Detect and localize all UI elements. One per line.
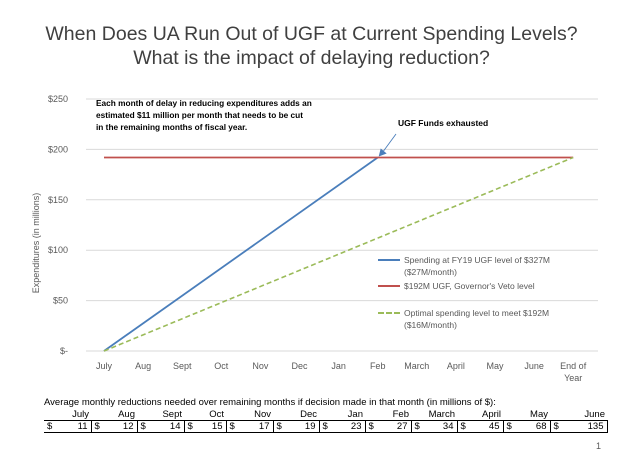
x-tick-label: Dec <box>291 361 308 371</box>
callout-line-2: estimated $11 million per month that nee… <box>96 110 304 120</box>
table-value-cell: 135 <box>569 420 608 433</box>
y-tick-label: $- <box>60 346 68 356</box>
reduction-table: July Aug Sept Oct Nov Dec Jan Feb March April May J… <box>44 409 608 433</box>
x-tick-label: Nov <box>252 361 269 371</box>
table-value-cell: 34 <box>429 420 458 433</box>
y-tick-label: $200 <box>48 144 68 154</box>
table-currency-cell: $ <box>44 420 63 433</box>
table-value-cell: 45 <box>475 420 504 433</box>
x-tick-label: June <box>524 361 544 371</box>
table-currency-cell: $ <box>226 420 245 433</box>
reduction-table-months-row: July Aug Sept Oct Nov Dec Jan Feb March April May J… <box>44 409 607 421</box>
x-tick-label: July <box>96 361 113 371</box>
table-value-cell: 17 <box>244 420 274 433</box>
delay-callout: Each month of delay in reducing expendit… <box>96 97 346 133</box>
legend-fy19-line-1: Spending at FY19 UGF level of $327M <box>404 255 550 265</box>
legend-swatch-red <box>378 285 400 287</box>
table-month-cell: Aug <box>91 409 137 421</box>
table-month-cell: Feb <box>365 409 411 421</box>
legend-optimal-line-1: Optimal spending level to meet $192M <box>404 308 550 318</box>
table-currency-cell: $ <box>457 420 476 433</box>
table-month-cell: June <box>550 409 607 421</box>
table-month-cell: Jan <box>319 409 365 421</box>
table-month-cell: Oct <box>184 409 226 421</box>
table-currency-cell: $ <box>137 420 156 433</box>
y-axis-label: Expenditures (in millions) <box>31 192 41 294</box>
table-currency-cell: $ <box>411 420 430 433</box>
table-currency-cell: $ <box>503 420 522 433</box>
x-tick-label: Aug <box>135 361 151 371</box>
table-value-cell: 12 <box>109 420 138 433</box>
x-tick-label: May <box>486 361 504 371</box>
y-tick-label: $150 <box>48 195 68 205</box>
table-value-cell: 11 <box>62 420 92 433</box>
title-line-2: What is the impact of delaying reduction… <box>133 47 490 69</box>
x-tick-label: Sept <box>173 361 192 371</box>
table-currency-cell: $ <box>550 420 570 433</box>
table-value-cell: 23 <box>337 420 366 433</box>
x-tick-label: End of <box>560 361 587 371</box>
legend-swatch-green <box>378 312 400 314</box>
table-month-cell: Sept <box>137 409 184 421</box>
series-line-optimal-spending <box>103 156 574 352</box>
table-value-cell: 15 <box>200 420 227 433</box>
page-number: 1 <box>596 441 602 451</box>
ugf-exhausted-label: UGF Funds exhausted <box>398 118 489 128</box>
callout-line-1: Each month of delay in reducing expendit… <box>96 98 312 108</box>
x-tick-label: Year <box>564 373 582 383</box>
legend-veto-line-1: $192M UGF, Governor's Veto level <box>404 281 535 291</box>
table-month-cell: Nov <box>226 409 273 421</box>
table-currency-cell: $ <box>184 420 201 433</box>
reduction-table-caption: Average monthly reductions needed over r… <box>44 397 496 408</box>
x-tick-label: April <box>447 361 465 371</box>
legend-fy19-line-2: ($27M/month) <box>404 267 457 277</box>
x-tick-label: Jan <box>331 361 346 371</box>
x-tick-label: Feb <box>370 361 386 371</box>
table-month-cell: May <box>503 409 550 421</box>
x-tick-label: March <box>404 361 429 371</box>
legend-optimal-line-2: ($16M/month) <box>404 320 457 330</box>
callout-line-3: in the remaining months of fiscal year. <box>96 122 248 132</box>
legend-swatch-blue <box>378 259 400 261</box>
table-currency-cell: $ <box>91 420 110 433</box>
table-value-cell: 68 <box>521 420 551 433</box>
table-value-cell: 27 <box>383 420 412 433</box>
title-line-1: When Does UA Run Out of UGF at Current S… <box>45 23 578 45</box>
table-month-cell: Dec <box>273 409 319 421</box>
exhausted-arrow <box>381 133 397 154</box>
table-value-cell: 19 <box>291 420 320 433</box>
table-currency-cell: $ <box>273 420 292 433</box>
slide-title: When Does UA Run Out of UGF at Current S… <box>0 22 623 70</box>
table-value-cell: 14 <box>155 420 185 433</box>
table-currency-cell: $ <box>319 420 338 433</box>
reduction-table-values-row: $11 $12 $14 $15 $17 $19 $23 $27 $34 $45 $68 $135 <box>44 420 608 433</box>
y-tick-label: $50 <box>53 296 68 306</box>
y-tick-label: $100 <box>48 245 68 255</box>
series-line-fy19-spending <box>103 156 379 352</box>
table-month-cell: April <box>457 409 503 421</box>
table-currency-cell: $ <box>365 420 384 433</box>
exhausted-arrowhead <box>378 148 387 157</box>
x-tick-label: Oct <box>214 361 229 371</box>
table-month-cell: March <box>411 409 457 421</box>
table-month-cell: July <box>44 409 91 421</box>
y-tick-label: $250 <box>48 94 68 104</box>
